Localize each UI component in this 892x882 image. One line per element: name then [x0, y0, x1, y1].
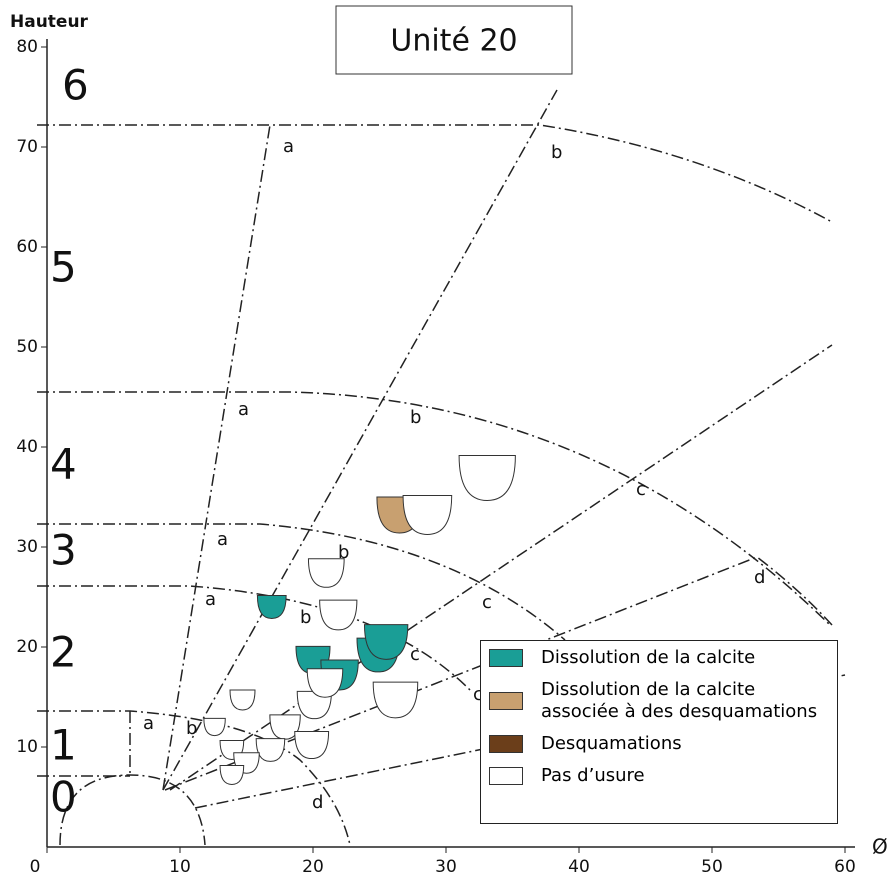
zone-letter: c — [482, 592, 492, 613]
vessel — [256, 595, 287, 619]
zone-letter: d — [754, 567, 765, 588]
y-tick-label: 80 — [16, 37, 38, 57]
legend-swatch — [489, 735, 523, 753]
y-tick-label: 40 — [16, 437, 38, 457]
vessel — [458, 454, 516, 502]
zone-number: 2 — [50, 628, 77, 677]
chart-title: Unité 20 — [390, 24, 517, 59]
x-axis-label: Ø — [872, 835, 888, 859]
x-tick-label: 30 — [435, 857, 457, 877]
x-tick-label: 10 — [169, 857, 191, 877]
legend-item: Dissolution de la calcite associée à des… — [489, 679, 829, 723]
zone-letter: c — [473, 684, 483, 705]
vessel — [229, 689, 256, 711]
y-tick-label: 10 — [16, 737, 38, 757]
y-tick-label: 30 — [16, 537, 38, 557]
y-axis-label: Hauteur — [10, 12, 89, 32]
y-tick-label: 70 — [16, 137, 38, 157]
zone-number: 4 — [50, 440, 77, 489]
x-tick-label: 0 — [30, 857, 41, 877]
zone-letter: c — [410, 644, 420, 665]
title-box — [335, 5, 573, 75]
y-tick-label: 20 — [16, 637, 38, 657]
zone-letter: b — [551, 142, 562, 163]
legend-item: Dissolution de la calcite — [489, 647, 829, 669]
legend-label: Dissolution de la calcite — [541, 647, 756, 668]
zone-letter: d — [312, 792, 323, 813]
legend-item: Desquamations — [489, 733, 829, 755]
x-tick-label: 60 — [834, 857, 856, 877]
vessel — [219, 765, 245, 785]
zone-letter: a — [143, 713, 154, 734]
legend-label: Desquamations — [541, 733, 682, 754]
zone-letter: a — [238, 399, 249, 420]
vessel — [255, 738, 286, 762]
legend-label: Pas d’usure — [541, 765, 645, 786]
zone-number: 1 — [50, 721, 77, 770]
legend-swatch — [489, 767, 523, 785]
zone-letter: c — [636, 479, 646, 500]
zone-letter: b — [338, 542, 349, 563]
zone-letter: a — [205, 589, 216, 610]
zone-number: 6 — [62, 61, 89, 110]
vessel — [306, 668, 344, 698]
zone-letter: a — [283, 136, 294, 157]
vessel — [372, 681, 419, 719]
x-tick-label: 50 — [701, 857, 723, 877]
legend-swatch — [489, 649, 523, 667]
vessel — [203, 717, 226, 737]
vessel — [294, 730, 330, 760]
y-tick-label: 50 — [16, 337, 38, 357]
vessel — [363, 624, 409, 660]
zone-number: 5 — [50, 243, 77, 292]
vessel — [296, 690, 332, 720]
x-tick-label: 20 — [302, 857, 324, 877]
zone-letter: b — [410, 407, 421, 428]
zone-number: 3 — [50, 526, 77, 575]
x-tick-label: 40 — [568, 857, 590, 877]
y-tick-label: 60 — [16, 237, 38, 257]
legend: Dissolution de la calcite Dissolution de … — [480, 640, 838, 824]
zone-number: 0 — [50, 773, 77, 822]
zone-letter: b — [186, 718, 197, 739]
zone-letter: a — [217, 529, 228, 550]
vessel — [319, 599, 358, 631]
vessel — [402, 495, 453, 535]
legend-label: Dissolution de la calcite associée à des… — [541, 679, 818, 722]
zone-letter: b — [300, 607, 311, 628]
legend-item: Pas d’usure — [489, 765, 829, 787]
legend-swatch — [489, 692, 523, 710]
vessel — [307, 558, 345, 588]
